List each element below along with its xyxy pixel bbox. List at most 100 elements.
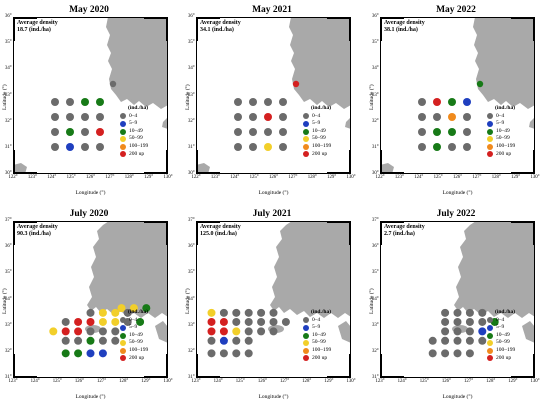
- panel-title: May 2021: [252, 5, 292, 15]
- station-dot: [264, 98, 272, 106]
- latitude-tick: 34°: [188, 66, 195, 72]
- latitude-tick: 31°: [5, 375, 12, 380]
- longitude-tick: 122°: [8, 175, 18, 180]
- frame-tick-bar: [327, 221, 351, 223]
- station-dot: [123, 308, 132, 317]
- korean-peninsula: [454, 221, 535, 318]
- frame-tick-bar: [196, 376, 220, 378]
- latitude-tick: 33°: [188, 92, 195, 98]
- longitude-axis-label: Longitude (°): [75, 190, 106, 196]
- average-density: Average density 2.7 (ind./ha): [384, 224, 425, 238]
- station-dot: [219, 349, 228, 358]
- station-layer: [418, 80, 484, 151]
- legend-item: 50–99: [487, 339, 515, 347]
- frame-tick-bar: [533, 17, 535, 41]
- legend-item: 100–199: [120, 347, 148, 355]
- legend-swatch: [487, 113, 493, 120]
- station-dot: [51, 113, 59, 121]
- frame-tick-bar: [327, 172, 351, 174]
- longitude-tick: 127°: [280, 379, 290, 384]
- frame-tick-bar: [349, 17, 351, 41]
- map-area: 36° 35° 34° 33° 32° 31° 30° 122° 123° 124° 125° 126…: [2, 14, 173, 196]
- legend-label: 0–4: [312, 316, 321, 323]
- legend-item: 200 up: [487, 151, 515, 159]
- longitude-tick: 124°: [397, 379, 407, 384]
- map-frame: [196, 221, 351, 378]
- latitude-tick: 31°: [372, 144, 379, 150]
- legend-swatch: [120, 151, 126, 158]
- longitude-tick: 128°: [307, 175, 317, 180]
- station-dot: [441, 317, 450, 326]
- legend-swatch: [120, 355, 126, 362]
- legend-swatch: [120, 128, 126, 135]
- station-dot: [86, 349, 95, 358]
- longitude-tick: 126°: [441, 379, 451, 384]
- legend-swatch: [120, 332, 126, 339]
- legend-swatch: [303, 136, 309, 143]
- frame-tick-bar: [380, 150, 382, 174]
- station-dot: [244, 308, 253, 317]
- station-dot: [418, 98, 426, 106]
- map-panel-p3: May 2022 36° 35° 34° 33° 32° 31° 30° 122° 123° 124…: [369, 2, 542, 196]
- station-dot: [441, 308, 450, 317]
- station-dot: [232, 349, 241, 358]
- latitude-tick: 34°: [372, 296, 379, 302]
- panel-title: July 2022: [436, 209, 476, 219]
- station-dot: [249, 113, 257, 121]
- latitude-tick: 36°: [188, 14, 195, 19]
- frame-tick-bar: [533, 354, 535, 378]
- china-coast: [380, 163, 394, 174]
- average-density: Average density 34.1 (ind./ha): [200, 20, 241, 34]
- legend-item: 50–99: [120, 135, 148, 143]
- station-dot: [96, 113, 104, 121]
- density-legend: (ind./ha) 0–4 5–9 10–49 50–99 100–199 200 up: [487, 105, 515, 158]
- legend-label: 100–199: [496, 142, 516, 149]
- station-dot: [478, 317, 487, 326]
- legend-label: 50–99: [312, 135, 326, 142]
- legend-item: 10–49: [487, 332, 515, 340]
- legend-swatch: [303, 324, 309, 331]
- legend-item: 5–9: [120, 324, 148, 332]
- map-panel-p1: May 2020 36° 35° 34° 33° 32° 31° 30° 122° 123° 124…: [2, 2, 175, 196]
- station-dot: [81, 98, 89, 106]
- latitude-tick: 32°: [372, 348, 379, 354]
- latitude-tick: 36°: [372, 244, 379, 250]
- latitude-tick: 31°: [188, 144, 195, 150]
- station-dot: [66, 143, 74, 151]
- legend-label: 50–99: [496, 135, 510, 142]
- frame-tick-bar: [380, 17, 382, 41]
- legend-label: 200 up: [312, 354, 328, 361]
- station-dot: [234, 128, 242, 136]
- frame-tick-bar: [13, 354, 15, 378]
- japan-coast: [338, 321, 351, 343]
- legend-swatch: [120, 136, 126, 143]
- legend-swatch: [303, 355, 309, 362]
- frame-tick-bar: [196, 221, 198, 245]
- station-dot: [281, 317, 290, 326]
- legend-swatch: [120, 317, 126, 324]
- longitude-tick: 129°: [144, 175, 154, 180]
- legend-swatch: [487, 151, 493, 158]
- station-dot: [264, 143, 272, 151]
- legend-item: 200 up: [120, 355, 148, 363]
- station-dot: [51, 128, 59, 136]
- longitude-tick: 126°: [74, 379, 84, 384]
- station-dot: [448, 128, 456, 136]
- station-dot: [234, 98, 242, 106]
- station-dot: [219, 308, 228, 317]
- legend-label: 200 up: [129, 354, 145, 361]
- frame-tick-bar: [13, 150, 15, 174]
- japan-coast: [345, 117, 351, 129]
- average-density: Average density 18.7 (ind./ha): [17, 20, 58, 34]
- legend-swatch: [487, 143, 493, 150]
- island-station-dot: [109, 80, 117, 88]
- longitude-tick: 122°: [191, 175, 201, 180]
- station-dot: [269, 327, 278, 336]
- frame-tick-bar: [13, 221, 37, 223]
- panel-title: July 2020: [69, 209, 109, 219]
- frame-tick-bar: [511, 17, 535, 19]
- station-dot: [478, 308, 487, 317]
- station-dot: [244, 349, 253, 358]
- japan-coast: [529, 117, 535, 129]
- legend-swatch: [303, 317, 309, 324]
